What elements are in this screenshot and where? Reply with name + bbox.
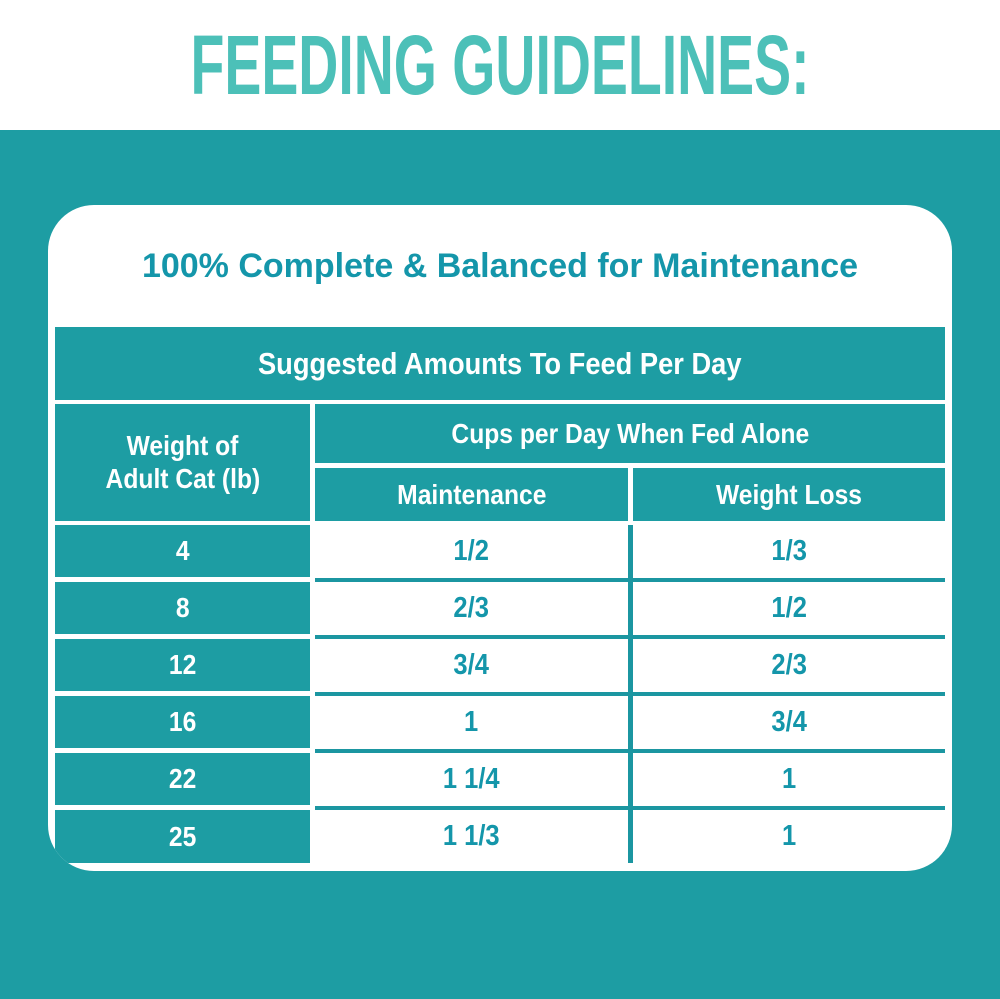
weight-cell: 4: [55, 525, 310, 582]
maintenance-cell: 1: [315, 696, 628, 753]
page-title-text: FEEDING GUIDELINES:: [190, 17, 810, 112]
weight-loss-value: 1: [781, 820, 797, 852]
column-group-header-cups-per-day: Cups per Day When Fed Alone: [315, 404, 945, 463]
weight-loss-value: 1: [781, 763, 797, 795]
maintenance-value: 1 1/4: [443, 763, 500, 795]
weight-cell: 12: [55, 639, 310, 696]
weight-loss-cell: 1: [633, 753, 945, 810]
table-row: 4 1/2 1/3: [55, 525, 945, 582]
maintenance-cell: 1 1/4: [315, 753, 628, 810]
column-header-maintenance: Maintenance: [315, 468, 628, 521]
maintenance-value: 3/4: [453, 649, 490, 681]
column-divider: [628, 753, 633, 810]
weight-loss-cell: 1/3: [633, 525, 945, 582]
column-header-weight-loss-text: Weight Loss: [715, 478, 863, 510]
column-divider: [628, 582, 633, 639]
weight-cell: 8: [55, 582, 310, 639]
weight-value: 16: [168, 706, 197, 737]
column-header-weight-line2: Adult Cat (lb): [105, 462, 260, 494]
table-row: 12 3/4 2/3: [55, 639, 945, 696]
maintenance-value: 1/2: [453, 535, 490, 567]
weight-value: 12: [168, 649, 197, 680]
table-row: 25 1 1/3 1: [55, 810, 945, 863]
weight-loss-value: 1/3: [771, 535, 807, 567]
weight-loss-value: 1/2: [771, 592, 807, 624]
column-gap: [310, 810, 315, 863]
weight-value: 25: [168, 820, 197, 852]
weight-loss-cell: 1/2: [633, 582, 945, 639]
column-header-weight-loss: Weight Loss: [633, 468, 945, 521]
page-title: FEEDING GUIDELINES:: [31, 17, 969, 114]
table-row: 8 2/3 1/2: [55, 582, 945, 639]
maintenance-value: 1 1/3: [443, 820, 500, 852]
maintenance-value: 2/3: [453, 592, 490, 624]
column-gap: [310, 753, 315, 810]
table-banner: Suggested Amounts To Feed Per Day: [55, 327, 945, 400]
weight-loss-cell: 2/3: [633, 639, 945, 696]
column-group-header-text: Cups per Day When Fed Alone: [451, 417, 809, 449]
table-header: Weight of Adult Cat (lb) Cups per Day Wh…: [55, 404, 945, 521]
table-banner-text: Suggested Amounts To Feed Per Day: [258, 345, 742, 381]
column-header-weight: Weight of Adult Cat (lb): [55, 404, 310, 521]
column-header-maintenance-text: Maintenance: [396, 478, 547, 510]
table-body: 4 1/2 1/3 8 2/3 1/2 12 3/4 2/3 1: [55, 525, 945, 863]
card-title: 100% Complete & Balanced for Maintenance: [141, 246, 859, 285]
weight-loss-value: 3/4: [771, 706, 807, 738]
column-divider: [628, 525, 633, 582]
column-divider: [628, 639, 633, 696]
weight-cell: 16: [55, 696, 310, 753]
weight-cell: 22: [55, 753, 310, 810]
weight-loss-cell: 3/4: [633, 696, 945, 753]
column-gap: [310, 525, 315, 582]
table-row: 22 1 1/4 1: [55, 753, 945, 810]
weight-loss-value: 2/3: [771, 649, 807, 681]
weight-value: 8: [175, 592, 190, 623]
column-divider: [628, 696, 633, 753]
card-title-row: 100% Complete & Balanced for Maintenance: [55, 205, 945, 327]
maintenance-cell: 1/2: [315, 525, 628, 582]
column-header-weight-line1: Weight of: [126, 430, 239, 462]
teal-background: 100% Complete & Balanced for Maintenance…: [0, 130, 1000, 999]
column-divider: [628, 810, 633, 863]
column-gap: [310, 582, 315, 639]
feeding-guidelines-card: 100% Complete & Balanced for Maintenance…: [48, 205, 952, 871]
weight-cell: 25: [55, 810, 310, 863]
maintenance-cell: 1 1/3: [315, 810, 628, 863]
table-row: 16 1 3/4: [55, 696, 945, 753]
maintenance-value: 1: [464, 706, 479, 738]
header-band: FEEDING GUIDELINES:: [0, 0, 1000, 130]
column-gap: [310, 639, 315, 696]
weight-value: 22: [168, 763, 197, 794]
weight-loss-cell: 1: [633, 810, 945, 863]
weight-value: 4: [175, 535, 190, 566]
maintenance-cell: 2/3: [315, 582, 628, 639]
column-gap: [310, 696, 315, 753]
maintenance-cell: 3/4: [315, 639, 628, 696]
